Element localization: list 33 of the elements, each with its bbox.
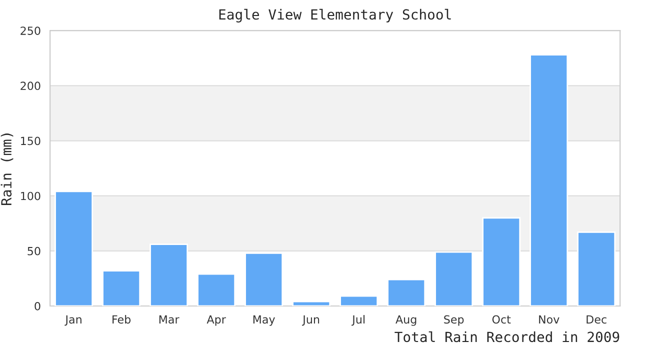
bar [340, 295, 378, 306]
bar [482, 217, 521, 306]
x-tick-label: Jan [64, 315, 82, 326]
x-tick-label: Sep [444, 315, 464, 326]
x-tick-label: Nov [539, 315, 560, 324]
bar [387, 278, 426, 306]
y-tick-label: 200 [20, 82, 40, 90]
bar [54, 190, 94, 306]
bar [150, 244, 188, 306]
bar [292, 300, 331, 306]
y-axis-title: Rain (mm) [0, 134, 14, 205]
bar [530, 54, 568, 306]
y-tick-label: 150 [21, 136, 40, 146]
bar [434, 251, 474, 306]
x-tick-label: Oct [492, 315, 511, 324]
x-tick-label: Mar [159, 315, 180, 324]
x-tick-label: Jun [302, 315, 320, 326]
x-axis-title: Total Rain Recorded in 2009 [394, 331, 620, 342]
x-tick-label: Apr [206, 315, 226, 326]
y-tick-label: 50 [28, 246, 40, 256]
bar [197, 273, 236, 306]
x-tick-label: Aug [396, 315, 416, 326]
bar [102, 270, 141, 306]
y-tick-label: 100 [21, 192, 40, 200]
x-tick-label: Dec [586, 315, 606, 324]
y-tick-label: 250 [20, 26, 40, 35]
bar [577, 232, 616, 306]
x-tick-label: Feb [112, 315, 131, 324]
x-tick-label: Jul [352, 315, 364, 326]
chart-title: Eagle View Elementary School [219, 8, 451, 22]
x-tick-label: May [253, 315, 275, 326]
y-tick-label: 0 [34, 302, 40, 310]
bar [244, 252, 284, 306]
